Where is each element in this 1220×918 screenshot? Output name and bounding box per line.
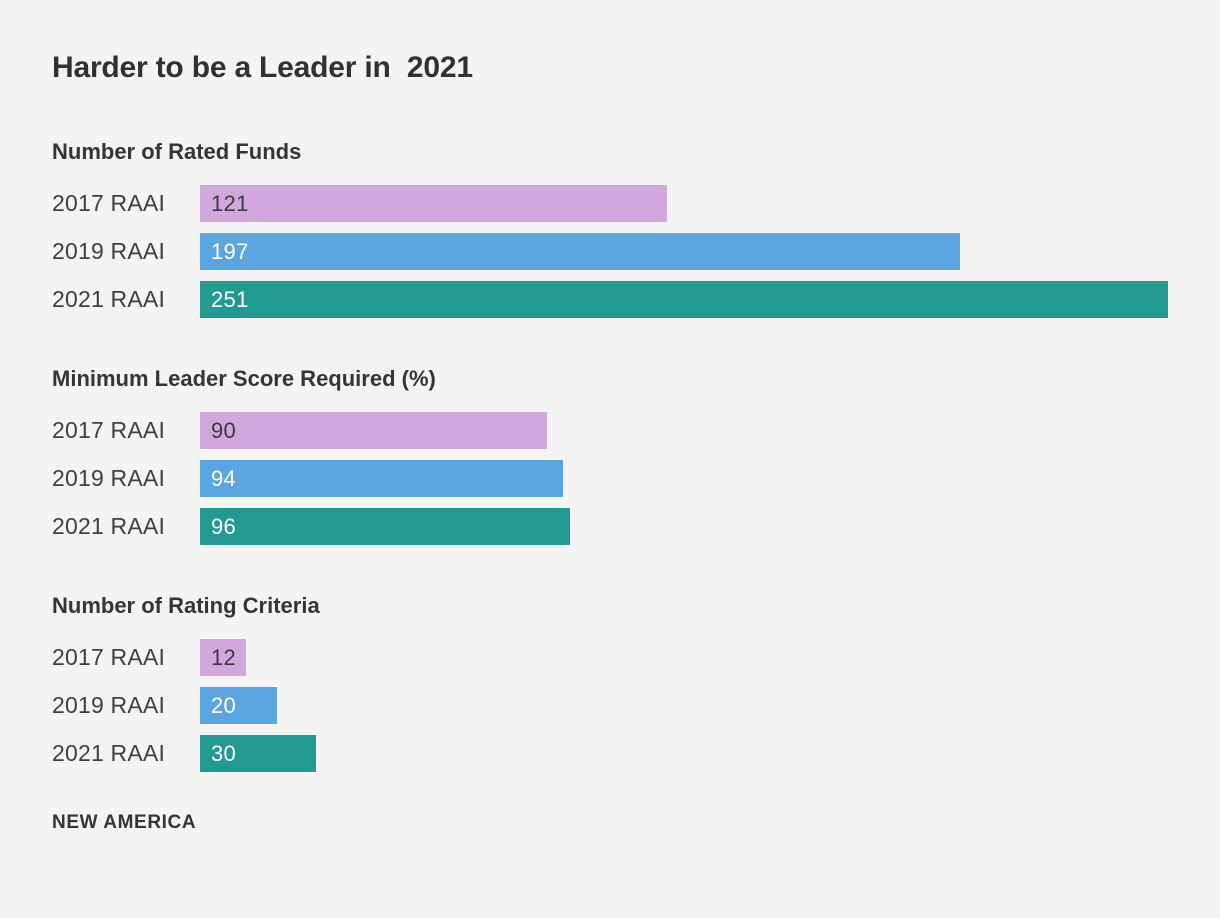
section-title: Number of Rated Funds <box>52 139 302 164</box>
bar-row: 2017 RAAI 90 <box>52 412 1168 449</box>
bar-row: 2021 RAAI 30 <box>52 735 1168 772</box>
category-label: 2019 RAAI <box>52 465 166 491</box>
bar-track: 20 <box>200 687 1168 724</box>
section-title: Minimum Leader Score Required (%) <box>52 366 436 391</box>
category-label: 2021 RAAI <box>52 513 166 539</box>
bar-value-label: 251 <box>211 286 249 312</box>
category-label: 2019 RAAI <box>52 238 166 264</box>
bar-row: 2019 RAAI 197 <box>52 233 1168 270</box>
bar: 121 <box>200 185 667 222</box>
bar-value-label: 197 <box>211 238 249 264</box>
bar-row: 2017 RAAI 12 <box>52 639 1168 676</box>
bar-row: 2019 RAAI 20 <box>52 687 1168 724</box>
category-label: 2017 RAAI <box>52 644 166 670</box>
bar-value-label: 30 <box>211 740 237 766</box>
bar-value-label: 94 <box>211 465 237 491</box>
category-label: 2017 RAAI <box>52 417 166 443</box>
bar-row: 2019 RAAI 94 <box>52 460 1168 497</box>
category-label: 2021 RAAI <box>52 286 166 312</box>
bar-track: 12 <box>200 639 1168 676</box>
bar-row: 2021 RAAI 96 <box>52 508 1168 545</box>
bar-track: 30 <box>200 735 1168 772</box>
bar-track: 96 <box>200 508 1168 545</box>
bar: 30 <box>200 735 316 772</box>
bar: 251 <box>200 281 1168 318</box>
bar-track: 94 <box>200 460 1168 497</box>
chart-title: Harder to be a Leader in 2021 <box>52 51 473 84</box>
bar: 197 <box>200 233 960 270</box>
bar-value-label: 20 <box>211 692 237 718</box>
bar: 90 <box>200 412 548 449</box>
bar-track: 121 <box>200 185 1168 222</box>
bar-row: 2017 RAAI 121 <box>52 185 1168 222</box>
bar-value-label: 96 <box>211 513 237 539</box>
bar-track: 251 <box>200 281 1168 318</box>
category-label: 2017 RAAI <box>52 190 166 216</box>
section-title: Number of Rating Criteria <box>52 593 320 618</box>
bar-track: 90 <box>200 412 1168 449</box>
source-label: NEW AMERICA <box>52 812 197 833</box>
category-label: 2019 RAAI <box>52 692 166 718</box>
bar-value-label: 12 <box>211 644 237 670</box>
section-rated-funds: Number of Rated Funds 2017 RAAI 121 2019… <box>52 139 1168 318</box>
category-label: 2021 RAAI <box>52 740 166 766</box>
bar-value-label: 90 <box>211 417 237 443</box>
bar: 12 <box>200 639 247 676</box>
bar-value-label: 121 <box>211 190 249 216</box>
bar: 20 <box>200 687 278 724</box>
section-rating-criteria: Number of Rating Criteria 2017 RAAI 12 2… <box>52 593 1168 772</box>
section-min-leader-score: Minimum Leader Score Required (%) 2017 R… <box>52 366 1168 545</box>
bar: 96 <box>200 508 571 545</box>
bar-row: 2021 RAAI 251 <box>52 281 1168 318</box>
bar-track: 197 <box>200 233 1168 270</box>
bar: 94 <box>200 460 563 497</box>
